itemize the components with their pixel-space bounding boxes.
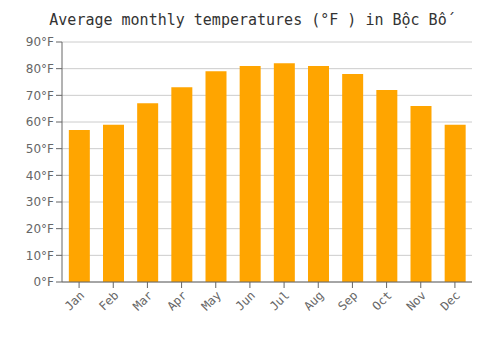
svg-text:70°F: 70°F: [26, 89, 54, 103]
svg-text:Oct: Oct: [369, 288, 394, 313]
svg-text:Jun: Jun: [233, 288, 258, 313]
svg-text:Jul: Jul: [267, 288, 292, 313]
svg-text:0°F: 0°F: [33, 275, 54, 289]
svg-text:Sep: Sep: [335, 288, 360, 313]
svg-text:20°F: 20°F: [26, 222, 54, 236]
svg-text:Jan: Jan: [62, 288, 87, 313]
svg-text:May: May: [199, 288, 224, 313]
svg-text:Apr: Apr: [164, 288, 189, 313]
svg-text:30°F: 30°F: [26, 195, 54, 209]
svg-text:Nov: Nov: [404, 288, 429, 313]
svg-text:10°F: 10°F: [26, 249, 54, 263]
svg-text:Mar: Mar: [130, 288, 155, 313]
html-text:Average monthly temperatures (: Average monthly temperatures (°F ) in Bộ…: [49, 11, 447, 29]
svg-text:Dec: Dec: [438, 288, 463, 313]
svg-text:Aug: Aug: [301, 288, 326, 313]
svg-text:Feb: Feb: [96, 288, 121, 313]
svg-text:90°F: 90°F: [26, 35, 54, 49]
svg-text:80°F: 80°F: [26, 62, 54, 76]
svg-text:60°F: 60°F: [26, 115, 54, 129]
svg-text:50°F: 50°F: [26, 142, 54, 156]
svg-text:40°F: 40°F: [26, 169, 54, 183]
